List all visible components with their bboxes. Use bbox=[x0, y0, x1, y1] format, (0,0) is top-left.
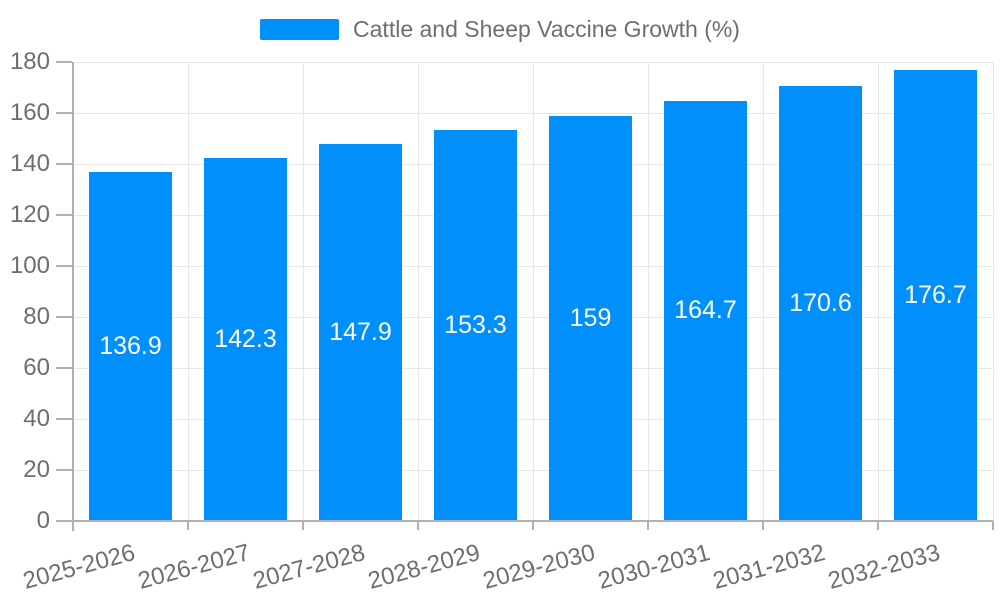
bar-value-label: 176.7 bbox=[904, 281, 967, 310]
y-axis-tick-label: 40 bbox=[23, 405, 50, 432]
bar-value-label: 164.7 bbox=[674, 296, 737, 325]
gridline-vertical bbox=[417, 62, 419, 521]
legend-swatch[interactable] bbox=[260, 19, 340, 40]
bar[interactable]: 170.6 bbox=[779, 85, 862, 521]
x-axis-tick bbox=[302, 521, 304, 530]
x-axis-tick bbox=[992, 521, 994, 530]
bar[interactable]: 176.7 bbox=[894, 70, 977, 521]
y-axis-tick-label: 100 bbox=[9, 252, 50, 279]
y-axis-tick-label: 60 bbox=[23, 354, 50, 381]
gridline-vertical bbox=[647, 62, 649, 521]
gridline-vertical bbox=[302, 62, 304, 521]
y-axis-tick bbox=[56, 265, 72, 267]
y-axis-tick-label: 0 bbox=[36, 507, 50, 534]
y-axis-tick bbox=[56, 61, 72, 63]
y-axis-line bbox=[72, 62, 74, 531]
y-axis-tick bbox=[56, 112, 72, 114]
gridline-vertical bbox=[532, 62, 534, 521]
chart-legend[interactable]: Cattle and Sheep Vaccine Growth (%) bbox=[0, 16, 1000, 43]
x-axis-tick bbox=[532, 521, 534, 530]
gridline-vertical bbox=[992, 62, 994, 521]
x-axis-tick bbox=[417, 521, 419, 530]
bar-value-label: 159 bbox=[569, 303, 612, 332]
y-axis-tick bbox=[56, 163, 72, 165]
bar-value-label: 136.9 bbox=[99, 331, 162, 360]
plot-area: 0 20 40 60 80 100 120 140 160 180 136.9 2025-2026 14… bbox=[10, 48, 994, 595]
x-axis-tick bbox=[187, 521, 189, 530]
y-axis-tick bbox=[56, 520, 72, 522]
bar[interactable]: 153.3 bbox=[434, 130, 517, 521]
x-axis-tick bbox=[647, 521, 649, 530]
y-axis-tick bbox=[56, 418, 72, 420]
y-axis-tick-label: 80 bbox=[23, 303, 50, 330]
bar[interactable]: 147.9 bbox=[319, 143, 402, 521]
bar-value-label: 153.3 bbox=[444, 311, 507, 340]
gridline-vertical bbox=[877, 62, 879, 521]
y-axis-tick-label: 160 bbox=[9, 99, 50, 126]
bar-value-label: 147.9 bbox=[329, 317, 392, 346]
y-axis-tick bbox=[56, 214, 72, 216]
bar-value-label: 142.3 bbox=[214, 325, 277, 354]
y-axis-tick-label: 140 bbox=[9, 150, 50, 177]
bar-value-label: 170.6 bbox=[789, 288, 852, 317]
bar[interactable]: 164.7 bbox=[664, 101, 747, 521]
x-axis-tick bbox=[762, 521, 764, 530]
y-axis-tick bbox=[56, 316, 72, 318]
y-axis-tick-label: 180 bbox=[9, 48, 50, 75]
y-axis-tick-label: 20 bbox=[23, 456, 50, 483]
x-axis-tick bbox=[877, 521, 879, 530]
y-axis-tick bbox=[56, 367, 72, 369]
bar[interactable]: 136.9 bbox=[89, 171, 172, 521]
y-axis-tick bbox=[56, 469, 72, 471]
bar[interactable]: 142.3 bbox=[204, 158, 287, 521]
legend-label: Cattle and Sheep Vaccine Growth (%) bbox=[353, 16, 740, 42]
gridline-vertical bbox=[762, 62, 764, 521]
gridline-vertical bbox=[187, 62, 189, 521]
x-axis-tick bbox=[72, 521, 74, 530]
bar[interactable]: 159 bbox=[549, 115, 632, 521]
y-axis-tick-label: 120 bbox=[9, 201, 50, 228]
